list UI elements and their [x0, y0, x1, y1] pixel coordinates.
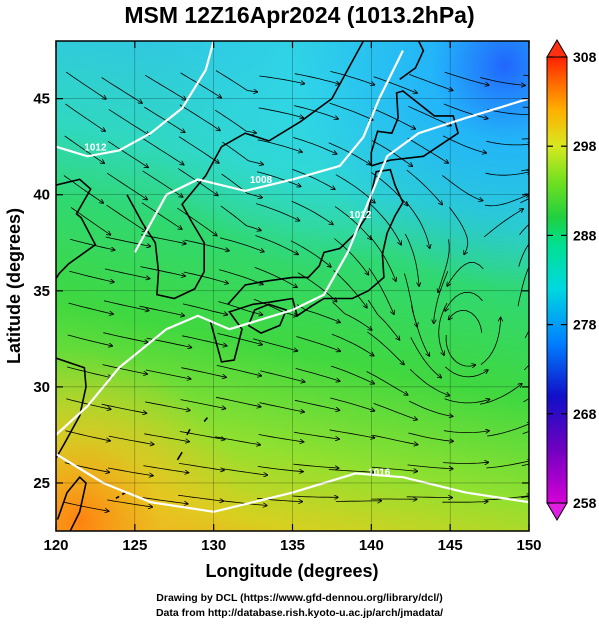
colorbar-tick-label: 298 [573, 138, 597, 154]
coastlines [56, 41, 460, 531]
y-axis: 25 30 35 40 45 [33, 91, 529, 492]
colorbar-tick-label: 268 [573, 406, 597, 422]
isobar-line [56, 97, 529, 436]
y-tick-label: 25 [33, 475, 50, 492]
colorbar-body [546, 56, 568, 504]
y-tick-label: 30 [33, 379, 50, 396]
isobar-label: 1012 [84, 143, 107, 154]
y-tick-label: 40 [33, 187, 50, 204]
x-tick-label: 140 [359, 537, 384, 554]
streamlines [63, 70, 529, 512]
x-tick-label: 130 [201, 537, 226, 554]
y-axis-title: Latitude (degrees) [4, 208, 24, 364]
isobar-label: 1012 [349, 210, 372, 221]
x-tick-label: 135 [280, 537, 305, 554]
colorbar-tick-label: 308 [573, 49, 597, 65]
colorbar-min-arrow [546, 502, 568, 521]
colorbar-max-arrow [546, 39, 568, 58]
x-tick-label: 125 [122, 537, 147, 554]
y-tick-label: 45 [33, 91, 50, 108]
x-axis: 120 125 130 135 140 145 150 [43, 41, 542, 554]
colorbar-tick-label: 278 [573, 317, 597, 333]
map-title: MSM 12Z16Apr2024 (1013.2hPa) [124, 2, 475, 28]
colorbar: 308 298 288 278 268 258 [546, 39, 597, 521]
colorbar-tick-label: 258 [573, 495, 597, 511]
credit-drawing: Drawing by DCL (https://www.gfd-dennou.o… [156, 592, 443, 604]
isobar-label: 1016 [368, 467, 391, 478]
y-tick-label: 35 [33, 283, 50, 300]
x-tick-label: 145 [438, 537, 463, 554]
credit-data: Data from http://database.rish.kyoto-u.a… [155, 607, 444, 619]
x-axis-title: Longitude (degrees) [205, 561, 378, 581]
isobar-line [56, 41, 215, 158]
x-tick-label: 150 [516, 537, 541, 554]
x-tick-label: 120 [43, 537, 68, 554]
isobar-label: 1008 [250, 175, 273, 186]
gridlines [56, 41, 529, 531]
colorbar-tick-label: 288 [573, 227, 597, 243]
